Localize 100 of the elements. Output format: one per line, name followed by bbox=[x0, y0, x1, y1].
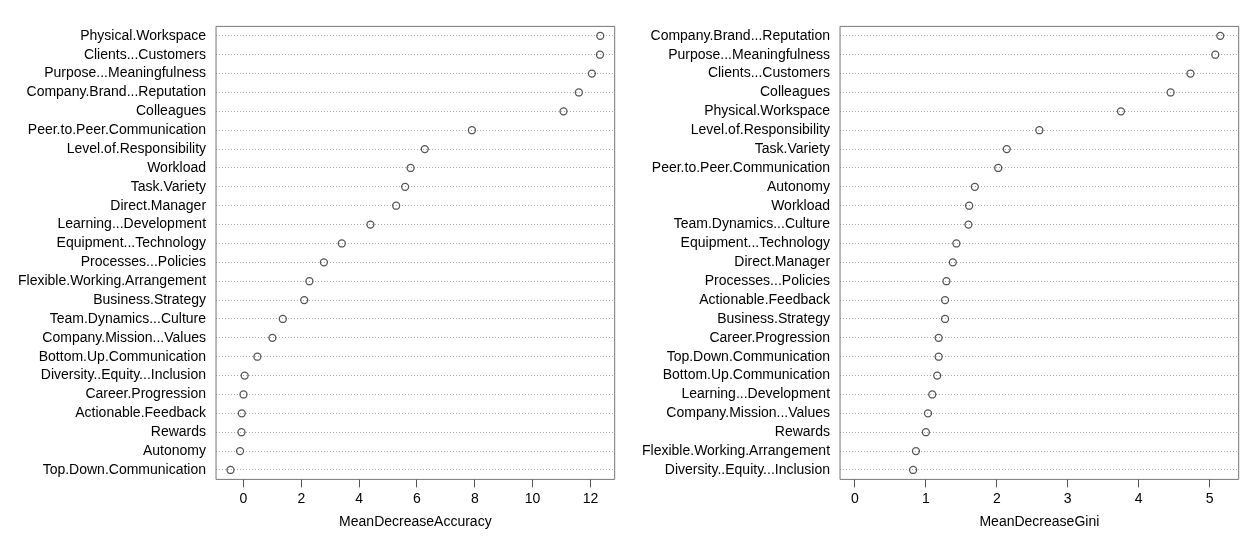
y-tick-label: Company.Mission...Values bbox=[666, 404, 831, 421]
y-tick-label: Flexible.Working.Arrangement bbox=[18, 272, 207, 289]
y-tick-label: Actionable.Feedback bbox=[699, 290, 832, 307]
y-tick-label: Team.Dynamics...Culture bbox=[673, 215, 831, 232]
y-tick-label: Clients...Customers bbox=[83, 45, 207, 62]
point bbox=[240, 371, 249, 380]
point bbox=[1116, 107, 1126, 116]
point bbox=[467, 126, 477, 135]
y-tick-label: Task.Variety bbox=[130, 177, 207, 194]
point bbox=[237, 428, 246, 437]
y-tick-label: Diversity..Equity...Inclusion bbox=[664, 460, 831, 477]
y-tick-label: Level.of.Responsibility bbox=[690, 121, 831, 138]
y-tick-label: Company.Brand...Reputation bbox=[26, 83, 207, 100]
x-tick-label: 0 bbox=[851, 489, 860, 506]
x-tick-label: 8 bbox=[470, 489, 479, 506]
y-tick-label: Top.Down.Communication bbox=[666, 347, 831, 364]
point bbox=[928, 390, 937, 399]
x-axis-title: MeanDecreaseAccuracy bbox=[339, 513, 492, 530]
x-tick-label: 3 bbox=[1063, 489, 1072, 506]
point bbox=[268, 333, 277, 342]
x-tick-label: 2 bbox=[992, 489, 1001, 506]
point bbox=[319, 258, 329, 267]
y-tick-label: Business.Strategy bbox=[93, 290, 207, 307]
y-tick-label: Processes...Policies bbox=[80, 253, 207, 270]
y-tick-label: Business.Strategy bbox=[717, 309, 831, 326]
point bbox=[923, 409, 933, 418]
x-tick-label: 0 bbox=[239, 489, 248, 506]
point bbox=[239, 390, 248, 399]
point bbox=[337, 239, 346, 248]
point bbox=[1166, 88, 1175, 97]
point bbox=[970, 182, 979, 191]
y-tick-label: Physical.Workspace bbox=[704, 102, 831, 119]
y-tick-label: Company.Brand...Reputation bbox=[650, 26, 831, 43]
point bbox=[392, 201, 401, 210]
point bbox=[921, 428, 931, 437]
point bbox=[940, 295, 950, 305]
y-tick-label: Purpose...Meaningfulness bbox=[668, 45, 831, 62]
point bbox=[278, 314, 287, 324]
y-tick-label: Level.of.Responsibility bbox=[66, 139, 207, 156]
y-tick-label: Direct.Manager bbox=[734, 253, 831, 270]
point bbox=[587, 69, 597, 78]
point bbox=[406, 163, 415, 173]
y-tick-label: Flexible.Working.Arrangement bbox=[642, 441, 831, 458]
y-tick-label: Company.Mission...Values bbox=[42, 328, 207, 345]
y-tick-label: Processes...Policies bbox=[704, 272, 831, 289]
point bbox=[305, 277, 314, 286]
x-tick-label: 2 bbox=[297, 489, 306, 506]
point bbox=[934, 352, 943, 361]
point bbox=[994, 163, 1003, 173]
x-tick-label: 4 bbox=[1134, 489, 1143, 506]
y-tick-label: Autonomy bbox=[767, 177, 831, 194]
x-tick-label: 6 bbox=[413, 489, 422, 506]
y-tick-label: Clients...Customers bbox=[707, 64, 831, 81]
point bbox=[420, 144, 429, 154]
y-tick-label: Bottom.Up.Communication bbox=[662, 366, 831, 383]
point bbox=[1002, 144, 1011, 154]
point bbox=[1186, 69, 1195, 78]
y-tick-label: Direct.Manager bbox=[110, 196, 207, 213]
y-tick-label: Bottom.Up.Communication bbox=[38, 347, 207, 364]
y-tick-label: Team.Dynamics...Culture bbox=[49, 309, 207, 326]
x-tick-label: 4 bbox=[355, 489, 364, 506]
y-tick-label: Rewards bbox=[150, 423, 207, 440]
point bbox=[400, 182, 410, 191]
point bbox=[226, 465, 235, 475]
y-tick-label: Workload bbox=[771, 196, 831, 213]
y-tick-label: Colleagues bbox=[759, 83, 831, 100]
y-tick-label: Actionable.Feedback bbox=[75, 404, 208, 421]
point bbox=[366, 220, 375, 229]
point bbox=[1216, 31, 1225, 40]
y-tick-label: Colleagues bbox=[135, 102, 207, 119]
y-tick-label: Rewards bbox=[774, 423, 831, 440]
point bbox=[964, 220, 973, 229]
point bbox=[1211, 50, 1220, 59]
point bbox=[1035, 126, 1044, 135]
x-axis-title: MeanDecreaseGini bbox=[979, 513, 1100, 530]
y-tick-label: Peer.to.Peer.Communication bbox=[27, 121, 207, 138]
point bbox=[559, 107, 568, 116]
y-tick-label: Learning...Development bbox=[57, 215, 207, 232]
point bbox=[908, 465, 918, 475]
point bbox=[235, 446, 245, 456]
y-tick-label: Purpose...Meaningfulness bbox=[44, 64, 207, 81]
point bbox=[911, 446, 921, 456]
point bbox=[595, 50, 605, 59]
y-tick-label: Learning...Development bbox=[681, 385, 831, 402]
y-tick-label: Equipment...Technology bbox=[56, 234, 207, 251]
point bbox=[237, 409, 246, 418]
y-tick-label: Autonomy bbox=[143, 441, 207, 458]
x-tick-label: 1 bbox=[921, 489, 930, 506]
point bbox=[942, 277, 951, 286]
y-tick-label: Career.Progression bbox=[85, 385, 207, 402]
x-tick-label: 12 bbox=[582, 489, 599, 506]
point bbox=[934, 333, 943, 342]
y-tick-label: Task.Variety bbox=[754, 139, 831, 156]
x-tick-label: 10 bbox=[524, 489, 541, 506]
point bbox=[300, 295, 309, 305]
point bbox=[253, 352, 262, 361]
y-tick-label: Physical.Workspace bbox=[80, 26, 207, 43]
y-tick-label: Workload bbox=[147, 158, 207, 175]
point bbox=[933, 371, 942, 380]
point bbox=[574, 88, 583, 97]
